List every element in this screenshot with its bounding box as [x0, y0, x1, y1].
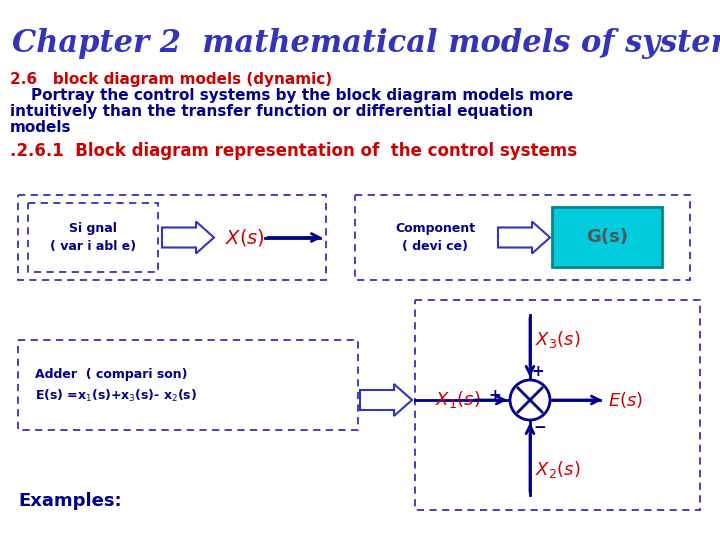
Text: Si gnal
( var i abl e): Si gnal ( var i abl e)	[50, 222, 136, 253]
Text: 2.6   block diagram models (dynamic): 2.6 block diagram models (dynamic)	[10, 72, 332, 87]
Text: $\it{X_3(s)}$: $\it{X_3(s)}$	[535, 329, 580, 350]
Bar	[355, 195, 690, 280]
Text: G(s): G(s)	[586, 228, 628, 246]
Polygon shape	[360, 384, 412, 416]
Bar	[415, 300, 700, 510]
Text: +: +	[489, 388, 501, 403]
Bar	[18, 340, 358, 430]
Text: Chapter 2  mathematical models of systems: Chapter 2 mathematical models of systems	[12, 28, 720, 59]
Text: .2.6.1  Block diagram representation of  the control systems: .2.6.1 Block diagram representation of t…	[10, 142, 577, 160]
Text: $\it{X_2(s)}$: $\it{X_2(s)}$	[535, 460, 580, 481]
Polygon shape	[498, 221, 550, 253]
Text: Portray the control systems by the block diagram models more: Portray the control systems by the block…	[10, 88, 573, 103]
Text: Adder  ( compari son): Adder ( compari son)	[35, 368, 187, 381]
Text: $\it{X_1(s)}$: $\it{X_1(s)}$	[435, 389, 480, 410]
Text: $\it{X(s)}$: $\it{X(s)}$	[225, 227, 265, 248]
Text: $\it{E(s)}$: $\it{E(s)}$	[608, 390, 643, 410]
Text: Component
( devi ce): Component ( devi ce)	[395, 222, 475, 253]
Circle shape	[510, 380, 550, 420]
Text: E(s) =x$_1$(s)+x$_3$(s)- x$_2$(s): E(s) =x$_1$(s)+x$_3$(s)- x$_2$(s)	[35, 388, 197, 404]
Bar	[28, 203, 158, 272]
Bar	[18, 195, 326, 280]
Text: models: models	[10, 120, 71, 135]
Polygon shape	[162, 221, 214, 253]
Text: −: −	[534, 421, 546, 435]
FancyBboxPatch shape	[552, 207, 662, 267]
Text: intuitively than the transfer function or differential equation: intuitively than the transfer function o…	[10, 104, 534, 119]
Text: Examples:: Examples:	[18, 492, 122, 510]
Text: +: +	[531, 364, 544, 380]
